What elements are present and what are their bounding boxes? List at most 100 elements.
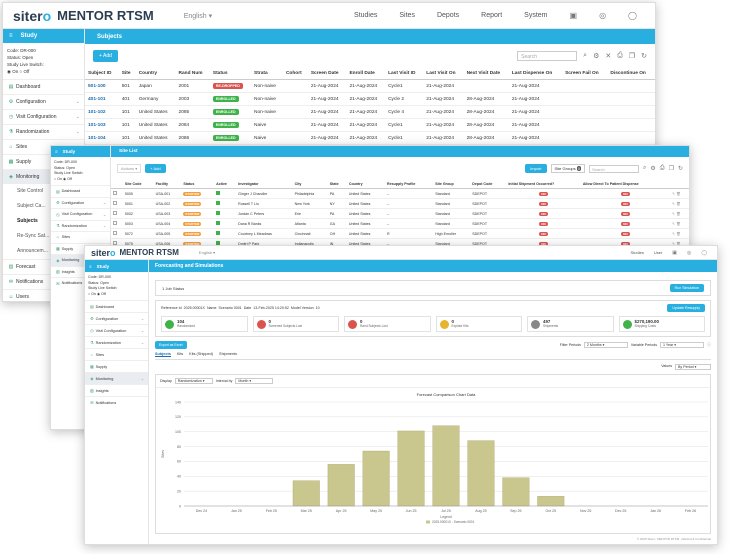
tab-subjects[interactable]: Subjects [155,352,171,357]
job-status-label[interactable]: 1 Job Status [162,285,185,291]
values-select[interactable]: By Period ▾ [675,364,711,370]
subject-id-link[interactable]: 101-103 [88,122,106,128]
grid-icon[interactable]: ▣ [569,11,578,20]
column-header[interactable]: Depot Code [470,180,507,189]
row-checkbox[interactable] [113,201,117,205]
sidebar-item-users[interactable]: ☺ Users [3,289,84,301]
row-checkbox[interactable] [113,191,117,195]
variable-periods-select[interactable]: 1 Year ▾ [660,342,704,348]
table-row[interactable]: 5075 USA-006 STARTED Dmitri P Park Indianapo… [111,238,689,249]
sidebar-item-forecast[interactable]: ▥ Forecast [3,259,84,274]
sidebar-item-configuration[interactable]: ⚙ Configuration ⌄ [85,312,148,324]
active-checkbox[interactable] [216,191,221,195]
column-header[interactable]: Discontinue On [607,68,655,80]
column-header[interactable]: Enroll Date [346,68,386,80]
search-icon[interactable]: ⌕ [583,52,588,59]
live-switch-3[interactable]: ○ On ◉ Off [88,291,106,296]
sites-copy-icon[interactable]: ❐ [668,166,674,172]
column-header[interactable]: Status [209,68,252,80]
language-selector-3[interactable]: English ▾ [198,250,216,255]
subject-id-link[interactable]: 101-102 [88,109,106,115]
subject-id-link[interactable]: 401-101 [88,96,106,102]
table-row[interactable]: 5001 USA-002 STARTED Russell T Liu New York N… [111,198,689,209]
subject-id-link[interactable]: 501-100 [88,83,106,89]
add-subject-button[interactable]: + Add [93,50,118,62]
bell-icon[interactable]: ◎ [599,11,607,20]
column-header[interactable]: Last Visit ID [385,68,424,80]
radio-on-icon[interactable]: ◉ [7,69,11,74]
column-header[interactable] [670,180,689,189]
close-icon[interactable]: ✕ [605,53,612,60]
column-header[interactable] [111,180,123,189]
sidebar-subitem-re-sync-sat[interactable]: Re-Sync Sat... [17,233,50,239]
table-row[interactable]: 5003 USA-004 STARTED Dana R Banks Atlanta GA U… [111,218,689,229]
table-row[interactable]: 401-101 401 Germany 2003 ENROLLED Non-naive 21… [85,92,655,106]
sites-search-input[interactable]: Search [589,164,639,173]
live-switch-2[interactable]: ○ On ◉ Off [54,176,72,181]
display-select[interactable]: Randomization ▾ [174,378,213,384]
sidebar-item-supply[interactable]: ▦ Supply [51,242,110,255]
nav-user-3[interactable]: User [653,250,663,255]
run-simulation-button[interactable]: Run Simulation [669,284,704,292]
bell-icon-3[interactable]: ◎ [687,249,692,256]
subject-id-link[interactable]: 101-104 [88,135,106,141]
sidebar-item-visit-configuration[interactable]: ◷ Visit Configuration ⌄ [85,324,148,336]
active-checkbox[interactable] [216,221,221,225]
settings-icon[interactable]: ⚙ [593,53,600,60]
sidebar-item-supply[interactable]: ▦ Supply [85,360,148,372]
table-row[interactable]: 101-104 101 United States 2086 ENROLLED Naive… [85,131,655,145]
column-header[interactable]: Next Visit Date [463,68,509,80]
sidebar-subitem-subject-ca[interactable]: Subject Ca... [17,203,46,209]
sidebar-subitem-site-control[interactable]: Site Control [17,188,44,194]
column-header[interactable]: Site Group [433,180,471,189]
nav-report[interactable]: Report [481,12,503,19]
column-header[interactable]: Active [214,180,237,189]
table-row[interactable]: 101-102 101 United States 2085 ENROLLED Non-n… [85,105,655,119]
sidebar-subitem-subjects[interactable]: Subjects [17,218,38,224]
column-header[interactable]: State [327,180,347,189]
column-header[interactable]: Facility [153,180,182,189]
sidebar-item-dashboard[interactable]: ▤ Dashboard [85,300,148,312]
import-button[interactable]: Import [525,164,547,173]
tab-kits[interactable]: Kits [176,352,184,356]
search-input[interactable]: Search [517,51,578,61]
sidebar-item-dashboard[interactable]: ▤ Dashboard [3,79,84,94]
column-header[interactable]: Status [181,180,215,189]
sidebar-item-notifications[interactable]: ✉ Notifications [51,277,110,289]
nav-system[interactable]: System [524,12,548,19]
actions-dropdown[interactable]: Actions ▾ [117,164,142,173]
sidebar-item-notifications[interactable]: ✉ Notifications [85,396,148,408]
sidebar-header[interactable]: ≡ Study [3,29,84,43]
export-icon[interactable]: ⎙ [617,52,623,59]
live-switch[interactable]: ◉ On ○ Off [7,69,30,74]
active-checkbox[interactable] [216,201,221,205]
nav-depots[interactable]: Depots [436,12,460,19]
table-row[interactable]: 5002 USA-003 STARTED Jordan C Peters Erie PA U… [111,208,689,219]
table-row[interactable]: 501-100 501 Japan 2001 RE-DROPPED Non-naive 21… [85,79,655,93]
sidebar-item-dashboard[interactable]: ▤ Dashboard [51,185,110,197]
sidebar-item-randomization[interactable]: ⚗ Randomization ⌄ [85,336,148,348]
column-header[interactable]: Screen Fail On [562,68,608,80]
table-row[interactable]: 101-103 101 United States 2084 ENROLLED Naive… [85,118,655,132]
edit-icon[interactable]: ✎ 🗑 [672,241,681,246]
copy-icon[interactable]: ❐ [628,53,636,60]
row-checkbox[interactable] [113,231,117,235]
column-header[interactable]: Cohort [282,68,308,80]
sites-settings-icon[interactable]: ⚙ [650,166,656,172]
user-icon[interactable]: ◯ [628,11,637,20]
column-header[interactable]: Site Code [122,180,154,189]
sidebar-item-randomization[interactable]: ⚗ Randomization ⌄ [51,219,110,232]
edit-icon[interactable]: ✎ 🗑 [672,211,681,216]
info-icon[interactable]: ⓘ [707,342,711,347]
sidebar-3-header[interactable]: ≡ Study [85,260,148,272]
column-header[interactable]: Last Visit On [423,68,464,80]
column-header[interactable]: Last Dispense On [508,68,563,80]
active-checkbox[interactable] [216,241,221,245]
column-header[interactable]: Investigator [236,180,293,189]
export-excel-button[interactable]: Export as Excel [155,341,187,349]
sidebar-item-sites[interactable]: ⌂ Sites [85,348,148,360]
nav-studies-3[interactable]: Studies [630,250,644,255]
sidebar-item-visit-configuration[interactable]: ◷ Visit Configuration ⌄ [51,208,110,220]
edit-icon[interactable]: ✎ 🗑 [672,191,681,196]
column-header[interactable]: Strata [251,68,283,80]
